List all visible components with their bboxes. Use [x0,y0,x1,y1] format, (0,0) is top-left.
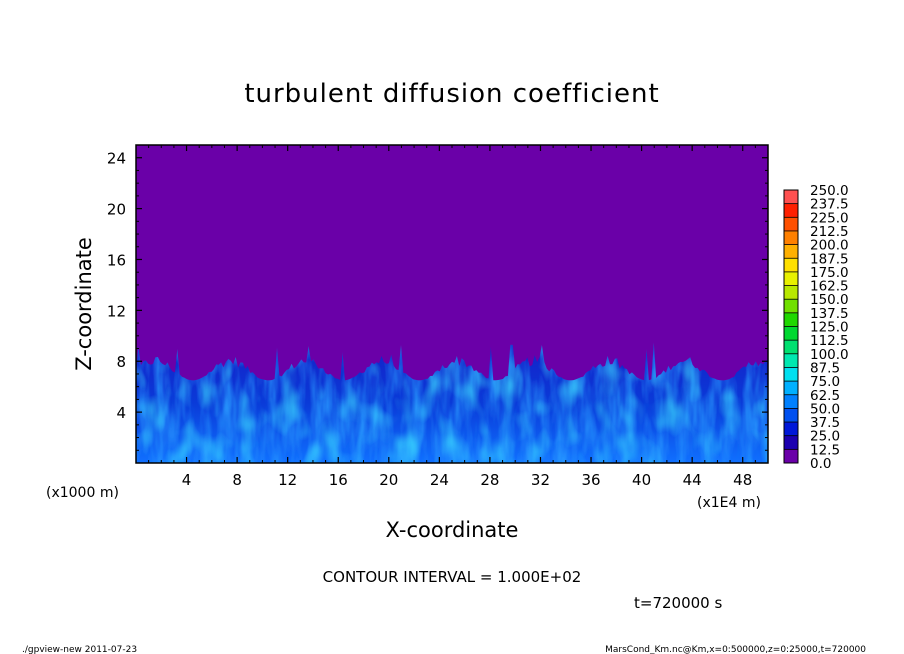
x-tick-label: 20 [379,471,398,489]
colorbar-label: 37.5 [810,415,840,431]
colorbar-label: 25.0 [810,429,840,445]
colorbar-swatch [784,353,798,368]
x-tick-label: 28 [480,471,499,489]
colorbar-swatch [784,367,798,382]
x-tick-label: 32 [531,471,550,489]
colorbar-label: 200.0 [810,238,849,254]
x-tick-label: 12 [278,471,297,489]
x-tick-label: 36 [581,471,600,489]
x-tick-label: 16 [329,471,348,489]
x-tick-label: 44 [683,471,702,489]
colorbar-label: 112.5 [810,333,849,349]
colorbar-swatch [784,190,798,204]
colorbar-label: 62.5 [810,388,840,404]
x-tick-label: 24 [430,471,449,489]
colorbar-label: 237.5 [810,197,849,213]
colorbar-label: 0.0 [810,456,831,472]
colorbar: 0.012.525.037.550.062.575.087.5100.0112.… [783,183,849,472]
colorbar-swatch [784,340,798,354]
colorbar-swatch [784,435,798,450]
contour-interval: CONTOUR INTERVAL = 1.000E+02 [323,568,582,586]
colorbar-swatch [784,271,798,286]
x-tick-label: 40 [632,471,651,489]
footer-left: ./gpview-new 2011-07-23 [22,645,137,654]
colorbar-swatch [784,230,798,245]
colorbar-swatch [784,381,798,395]
colorbar-swatch [784,217,798,231]
y-tick-label: 12 [107,302,126,320]
colorbar-label: 75.0 [810,374,840,390]
colorbar-label: 175.0 [810,265,849,281]
colorbar-label: 225.0 [810,210,849,226]
colorbar-swatch [784,244,798,259]
colorbar-label: 187.5 [810,251,849,267]
y-axis: 4 8 12 16 20 24 [107,150,768,451]
x-unit-label: (x1E4 m) [697,495,761,511]
chart-title: turbulent diffusion coefficient [244,79,659,109]
colorbar-label: 12.5 [810,442,840,458]
colorbar-swatch [784,449,798,463]
colorbar-swatch [784,394,798,409]
colorbar-label: 150.0 [810,292,849,308]
time-label: t=720000 s [634,594,722,612]
colorbar-swatch [784,285,798,300]
y-tick-label: 20 [107,201,126,219]
y-unit-label: (x1000 m) [46,485,119,501]
colorbar-label: 100.0 [810,347,849,363]
x-axis: 4 8 12 16 20 24 28 32 36 40 44 48 [148,145,756,489]
y-tick-label: 16 [107,251,126,269]
field-top-mask [136,145,768,381]
colorbar-label: 125.0 [810,320,849,336]
y-tick-label: 8 [116,353,126,371]
colorbar-swatch [784,299,798,313]
y-axis-label: Z-coordinate [72,237,96,371]
colorbar-swatch [784,258,798,272]
colorbar-swatch [784,408,798,423]
colorbar-swatch [784,312,798,327]
x-axis-label: X-coordinate [386,518,519,542]
footer-right: MarsCond_Km.nc@Km,x=0:500000,z=0:25000,t… [605,645,866,654]
x-tick-label: 48 [733,471,752,489]
colorbar-swatch [784,203,798,218]
x-tick-label: 4 [182,471,192,489]
colorbar-swatch [784,422,798,436]
x-tick-label: 8 [232,471,242,489]
colorbar-label: 50.0 [810,401,840,417]
y-tick-label: 4 [116,404,126,422]
colorbar-label: 162.5 [810,279,849,295]
colorbar-label: 250.0 [810,183,849,199]
y-tick-label: 24 [107,150,126,168]
colorbar-label: 212.5 [810,224,849,240]
colorbar-label: 137.5 [810,306,849,322]
colorbar-swatch [784,326,798,341]
colorbar-label: 87.5 [810,360,840,376]
